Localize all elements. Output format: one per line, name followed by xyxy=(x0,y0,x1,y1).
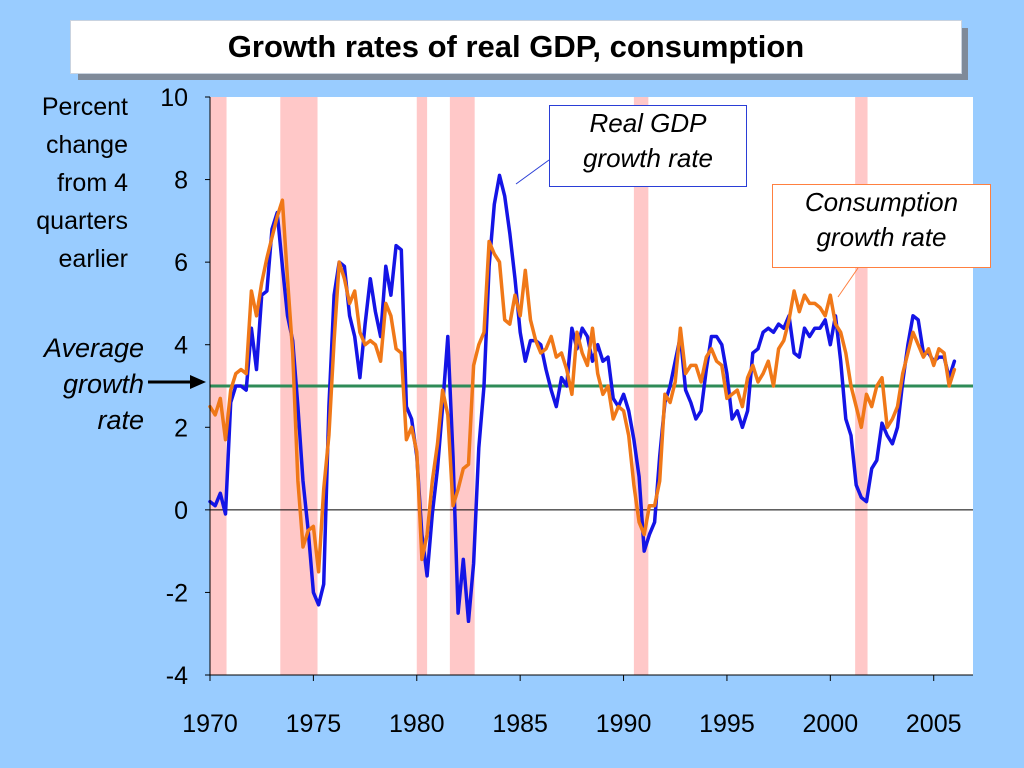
gdp-callout: Real GDP growth rate xyxy=(549,105,747,187)
x-tick-label: 1975 xyxy=(286,710,342,738)
x-tick-label: 1980 xyxy=(389,710,445,738)
y-axis-label-line: quarters xyxy=(36,207,128,235)
consumption-callout: Consumption growth rate xyxy=(772,184,991,268)
consumption-callout-leader xyxy=(837,267,859,298)
chart-title: Growth rates of real GDP, consumption xyxy=(70,20,962,74)
gdp-callout-line: growth rate xyxy=(582,143,714,173)
x-tick-label: 1990 xyxy=(596,710,652,738)
x-tick-label: 2000 xyxy=(803,710,859,738)
average-label-line: rate xyxy=(97,405,144,435)
gdp-series-line xyxy=(208,173,957,624)
y-tick-label: 0 xyxy=(174,497,188,525)
y-axis-label: Percent change from 4 quarters earlier xyxy=(36,88,128,278)
y-tick-label: 2 xyxy=(174,414,188,442)
y-axis-label-line: change xyxy=(45,131,128,159)
y-tick-label: 6 xyxy=(174,249,188,277)
gdp-callout-line: Real GDP xyxy=(589,108,707,138)
x-tick-label: 1985 xyxy=(492,710,548,738)
y-axis-label-line: earlier xyxy=(58,245,128,273)
x-tick-label: 1995 xyxy=(699,710,755,738)
y-tick-label: -2 xyxy=(166,579,188,607)
y-tick-label: 8 xyxy=(174,167,188,195)
chart-title-text: Growth rates of real GDP, consumption xyxy=(227,29,805,64)
consumption-callout-line: growth rate xyxy=(816,222,947,252)
y-tick-label: -4 xyxy=(166,662,188,690)
gdp-callout-leader xyxy=(515,159,550,185)
consumption-series-line xyxy=(208,198,957,574)
y-tick-label: 4 xyxy=(174,332,188,360)
average-growth-label: Average growth rate xyxy=(44,330,144,438)
y-tick-label: 10 xyxy=(160,84,188,112)
average-arrow-icon xyxy=(148,375,206,389)
y-axis-label-line: Percent xyxy=(41,93,128,121)
average-label-line: growth xyxy=(62,369,144,399)
average-label-line: Average xyxy=(43,333,144,363)
y-axis-label-line: from 4 xyxy=(57,169,128,197)
consumption-callout-line: Consumption xyxy=(804,187,959,217)
x-tick-label: 1970 xyxy=(182,710,238,738)
x-tick-label: 2005 xyxy=(906,710,962,738)
